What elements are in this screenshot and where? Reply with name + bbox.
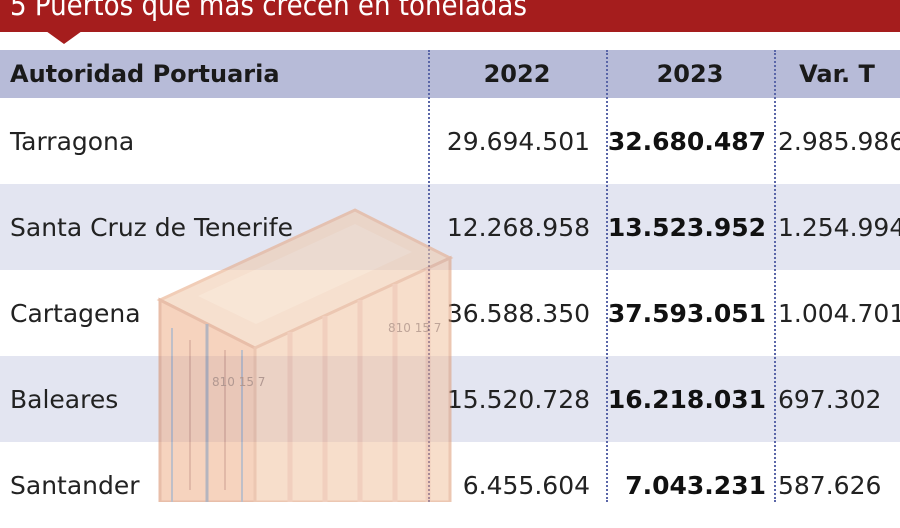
table-row: Santander 6.455.604 7.043.231 587.626: [0, 442, 900, 528]
tonnage-2023: 37.593.051: [607, 298, 766, 328]
header-2023: 2023: [656, 60, 724, 88]
tonnage-2023: 13.523.952: [607, 212, 766, 242]
table-row: Baleares 15.520.728 16.218.031 697.302: [0, 356, 900, 442]
table-row: Tarragona 29.694.501 32.680.487 2.985.98…: [0, 98, 900, 184]
tonnage-2022: 6.455.604: [462, 470, 590, 500]
tonnage-variation: 1.254.994: [778, 212, 900, 242]
tonnage-2022: 29.694.501: [446, 126, 590, 156]
header-port-authority: Autoridad Portuaria: [10, 60, 280, 88]
tonnage-2022: 12.268.958: [446, 212, 590, 242]
table-header-row: Autoridad Portuaria 2022 2023 Var. T: [0, 50, 900, 98]
column-divider: [606, 50, 608, 502]
tonnage-variation: 697.302: [778, 384, 882, 414]
table-row: Cartagena 36.588.350 37.593.051 1.004.70…: [0, 270, 900, 356]
port-name: Baleares: [10, 384, 119, 414]
port-name: Santa Cruz de Tenerife: [10, 212, 293, 242]
port-name: Santander: [10, 470, 140, 500]
tonnage-variation: 1.004.701: [778, 298, 900, 328]
title-pointer: [46, 31, 82, 44]
title-banner: 5 Puertos que más crecen en toneladas: [0, 0, 900, 32]
tonnage-2023: 16.218.031: [607, 384, 766, 414]
tonnage-2022: 15.520.728: [446, 384, 590, 414]
port-name: Tarragona: [10, 126, 135, 156]
tonnage-2022: 36.588.350: [446, 298, 590, 328]
header-2022: 2022: [483, 60, 551, 88]
table-row: Santa Cruz de Tenerife 12.268.958 13.523…: [0, 184, 900, 270]
page-title: 5 Puertos que más crecen en toneladas: [10, 0, 527, 22]
column-divider: [774, 50, 776, 502]
data-table: Autoridad Portuaria 2022 2023 Var. T Tar…: [0, 50, 900, 528]
tonnage-variation: 587.626: [778, 470, 882, 500]
column-divider: [428, 50, 430, 502]
tonnage-2023: 7.043.231: [625, 470, 766, 500]
header-variation: Var. T: [799, 60, 875, 88]
tonnage-2023: 32.680.487: [607, 126, 766, 156]
port-name: Cartagena: [10, 298, 141, 328]
tonnage-variation: 2.985.986: [778, 126, 900, 156]
